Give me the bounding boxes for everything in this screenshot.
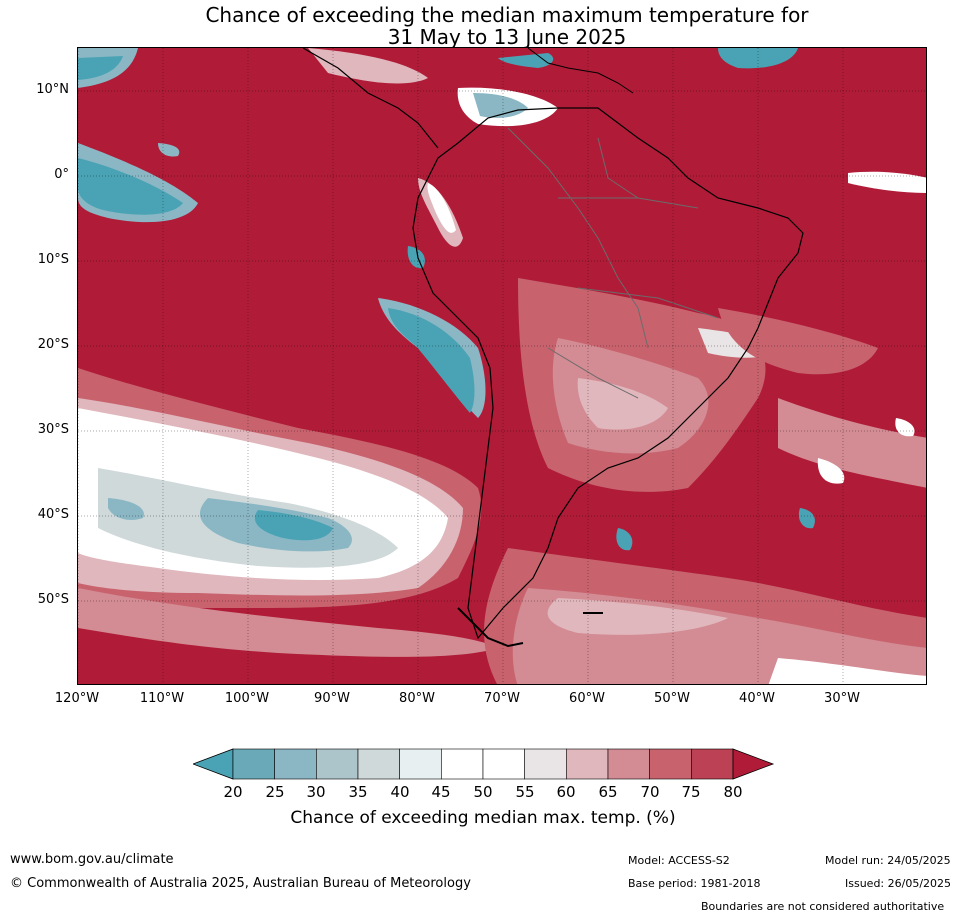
lon-label-120w: 120°W <box>54 691 100 706</box>
lat-label-50s: 50°S <box>37 592 69 607</box>
colorbar-tick: 55 <box>515 783 535 801</box>
colorbar-tick: 30 <box>306 783 326 801</box>
lon-label-90w: 90°W <box>314 691 350 706</box>
brazil-anomaly-region <box>518 278 926 551</box>
colorbar-label: Chance of exceeding median max. temp. (%… <box>290 808 676 828</box>
colorbar-tick: 75 <box>681 783 701 801</box>
lon-label-30w: 30°W <box>824 691 860 706</box>
lat-label-10n: 10°N <box>36 82 69 97</box>
colorbar-tick: 50 <box>473 783 493 801</box>
lon-label-50w: 50°W <box>654 691 690 706</box>
map-title: Chance of exceeding the median maximum t… <box>77 4 937 48</box>
graticule <box>78 48 926 684</box>
colorbar-cell <box>274 748 317 780</box>
lat-label-40s: 40°S <box>37 507 69 522</box>
lat-label-10s: 10°S <box>37 252 69 267</box>
lon-label-80w: 80°W <box>399 691 435 706</box>
colorbar-low-arrow <box>193 748 234 780</box>
title-line-2: 31 May to 13 June 2025 <box>387 25 627 49</box>
lon-label-40w: 40°W <box>739 691 775 706</box>
south-atlantic-region <box>484 548 926 684</box>
colorbar-cell <box>316 748 359 780</box>
colorbar-cell <box>232 748 275 780</box>
tropical-pacific-region <box>78 48 926 418</box>
colorbar-tick: 20 <box>223 783 243 801</box>
issued-date: Issued: 26/05/2025 <box>845 877 952 890</box>
colorbar-tick: 70 <box>640 783 660 801</box>
colorbar-tick: 40 <box>390 783 410 801</box>
lon-label-70w: 70°W <box>484 691 520 706</box>
colorbar-tick: 35 <box>348 783 368 801</box>
model-run-date: Model run: 24/05/2025 <box>825 854 951 867</box>
colorbar-cell <box>649 748 692 780</box>
colorbar-cell <box>399 748 442 780</box>
lat-label-20s: 20°S <box>37 337 69 352</box>
colorbar <box>193 748 775 780</box>
lon-label-100w: 100°W <box>224 691 270 706</box>
probability-map <box>78 48 926 684</box>
colorbar-cell <box>357 748 400 780</box>
colorbar-cell <box>607 748 650 780</box>
colorbar-cells <box>232 748 734 780</box>
website-link[interactable]: www.bom.gov.au/climate <box>10 852 174 867</box>
colorbar-tick: 80 <box>723 783 743 801</box>
colorbar-tick: 45 <box>431 783 451 801</box>
base-period: Base period: 1981-2018 <box>628 877 761 890</box>
colorbar-cell <box>524 748 567 780</box>
south-america-coastline <box>302 48 804 648</box>
colorbar-high-arrow <box>732 748 775 780</box>
map-panel <box>77 47 927 685</box>
lat-label-30s: 30°S <box>37 422 69 437</box>
southern-ocean-region <box>78 368 498 657</box>
lon-label-110w: 110°W <box>139 691 185 706</box>
lat-label-0: 0° <box>54 167 69 182</box>
colorbar-tick: 65 <box>598 783 618 801</box>
boundaries-disclaimer: Boundaries are not considered authoritat… <box>701 900 945 913</box>
colorbar-tick: 60 <box>556 783 576 801</box>
colorbar-cell <box>691 748 734 780</box>
colorbar-cell <box>482 748 525 780</box>
colorbar-cell <box>566 748 609 780</box>
colorbar-cell <box>441 748 484 780</box>
copyright-text: © Commonwealth of Australia 2025, Austra… <box>10 876 471 891</box>
lon-label-60w: 60°W <box>569 691 605 706</box>
model-name: Model: ACCESS-S2 <box>628 854 730 867</box>
colorbar-tick: 25 <box>265 783 285 801</box>
title-line-1: Chance of exceeding the median maximum t… <box>205 3 809 27</box>
